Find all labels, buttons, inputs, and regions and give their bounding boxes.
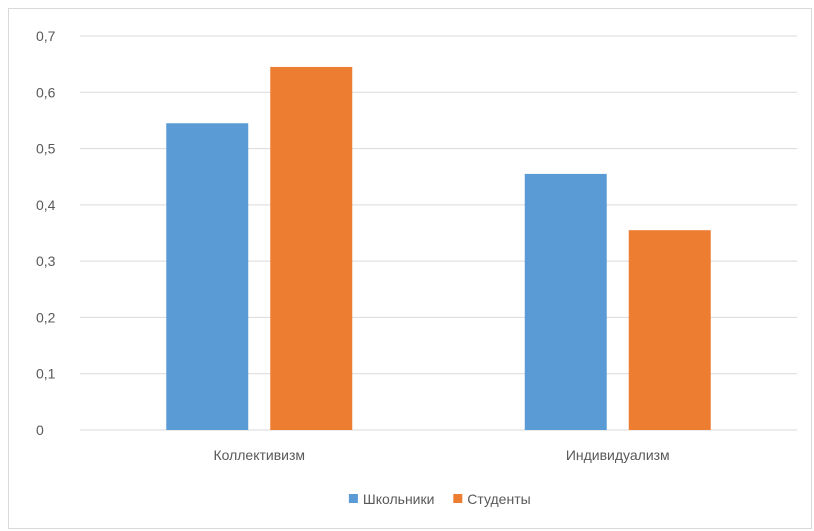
y-axis-tick-labels: 0 0,1 0,2 0,3 0,4 0,5 0,6 0,7 xyxy=(36,28,56,438)
legend-label: Школьники xyxy=(363,491,435,507)
bar-series-2 xyxy=(270,66,353,430)
y-tick-label: 0,5 xyxy=(36,141,56,157)
x-category-label: Коллективизм xyxy=(213,447,305,463)
y-tick-label: 0,1 xyxy=(36,366,56,382)
y-tick-label: 0,4 xyxy=(36,197,56,213)
bars xyxy=(166,66,711,430)
bar-series-1 xyxy=(524,173,607,430)
legend-swatch xyxy=(348,494,358,503)
bar-series-2 xyxy=(628,230,711,430)
bar-series-1 xyxy=(166,123,249,430)
legend-swatch xyxy=(453,494,463,503)
x-category-label: Индивидуализм xyxy=(566,447,670,463)
y-tick-label: 0,3 xyxy=(36,253,56,269)
y-tick-label: 0,6 xyxy=(36,84,56,100)
y-tick-label: 0 xyxy=(36,422,44,438)
y-tick-label: 0,2 xyxy=(36,309,56,325)
x-axis-category-labels: Коллективизм Индивидуализм xyxy=(213,447,669,463)
y-tick-label: 0,7 xyxy=(36,28,56,44)
legend-label: Студенты xyxy=(467,491,530,507)
legend: Школьники Студенты xyxy=(348,491,531,507)
